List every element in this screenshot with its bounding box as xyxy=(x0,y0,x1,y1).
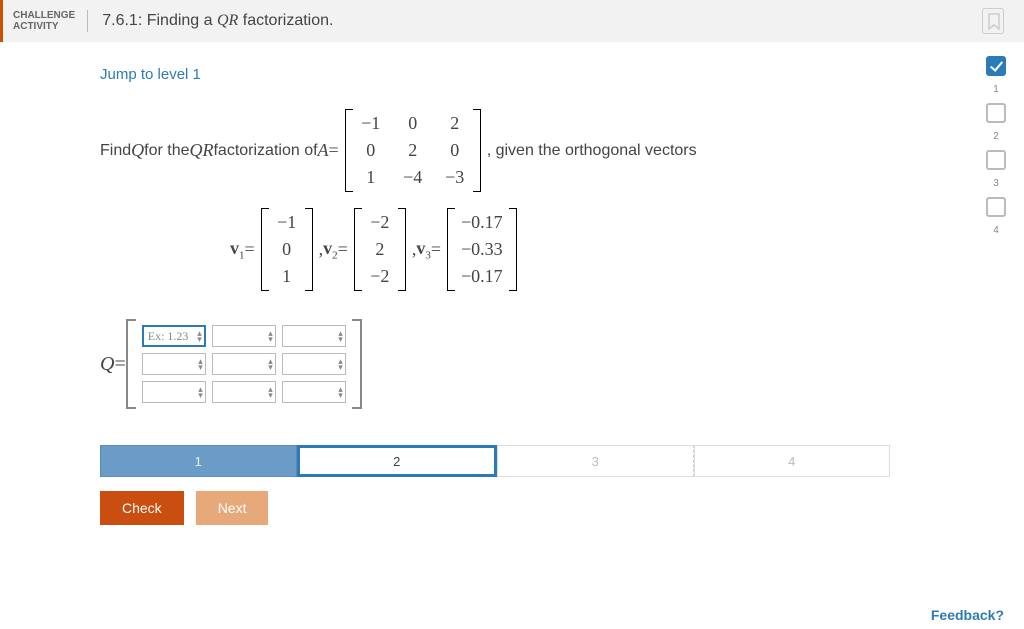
stepper-icon[interactable]: ▴▾ xyxy=(197,330,202,342)
vector-cell: 1 xyxy=(275,266,299,287)
tracker-step[interactable] xyxy=(986,197,1006,217)
progress-step[interactable]: 2 xyxy=(297,445,498,477)
vector-cell: −1 xyxy=(275,212,299,233)
title-qr: QR xyxy=(217,12,238,29)
prob-mid2: factorization of xyxy=(213,142,317,160)
matrix-cell: −3 xyxy=(443,167,467,188)
q-input-row: Q = Ex: 1.23▴▾▴▾▴▾▴▾▴▾▴▾▴▾▴▾▴▾ xyxy=(100,319,1024,409)
tracker-label: 2 xyxy=(993,131,999,142)
prob-prefix: Find xyxy=(100,142,131,160)
q-matrix-input[interactable]: ▴▾ xyxy=(282,353,346,375)
progress-step[interactable]: 3 xyxy=(497,445,694,477)
button-row: Check Next xyxy=(100,491,1024,525)
q-matrix-input[interactable]: ▴▾ xyxy=(282,381,346,403)
prob-A: A xyxy=(318,140,329,161)
jump-to-level-link[interactable]: Jump to level 1 xyxy=(100,66,201,83)
q-matrix-input[interactable]: Ex: 1.23▴▾ xyxy=(142,325,206,347)
matrix-cell: 2 xyxy=(401,140,425,161)
q-matrix-input[interactable]: ▴▾ xyxy=(212,353,276,375)
Q-input-matrix: Ex: 1.23▴▾▴▾▴▾▴▾▴▾▴▾▴▾▴▾▴▾ xyxy=(126,319,362,409)
title-suffix: factorization. xyxy=(238,12,333,29)
progress-step[interactable]: 4 xyxy=(694,445,891,477)
problem-statement: Find Q for the QR factorization of A = −… xyxy=(100,109,1024,192)
prob-suffix: , given the orthogonal vectors xyxy=(487,142,697,160)
stepper-icon[interactable]: ▴▾ xyxy=(268,330,273,342)
progress-bar: 1234 xyxy=(100,445,890,477)
activity-title: 7.6.1: Finding a QR factorization. xyxy=(88,12,333,30)
matrix-cell: 1 xyxy=(359,167,383,188)
feedback-link[interactable]: Feedback? xyxy=(931,607,1004,623)
vector-v3: −0.17 −0.33 −0.17 xyxy=(447,208,517,291)
q-matrix-input[interactable]: ▴▾ xyxy=(142,381,206,403)
stepper-icon[interactable]: ▴▾ xyxy=(268,386,273,398)
prob-mid1: for the xyxy=(144,142,189,160)
orthogonal-vectors: v1 = −101 , v2 = −22−2 , v3 = −0.17−0.33… xyxy=(230,208,1024,291)
q-matrix-input[interactable]: ▴▾ xyxy=(282,325,346,347)
badge-line1: CHALLENGE xyxy=(13,10,75,21)
next-button[interactable]: Next xyxy=(196,491,269,525)
matrix-cell: 0 xyxy=(443,140,467,161)
tracker-step[interactable] xyxy=(986,56,1006,76)
matrix-cell: −4 xyxy=(401,167,425,188)
title-prefix: Finding a xyxy=(147,12,217,29)
bookmark-icon[interactable] xyxy=(982,8,1004,34)
badge-line2: ACTIVITY xyxy=(13,21,75,32)
vector-cell: 0 xyxy=(275,239,299,260)
stepper-icon[interactable]: ▴▾ xyxy=(198,386,203,398)
stepper-icon[interactable]: ▴▾ xyxy=(338,358,343,370)
prob-eq: = xyxy=(329,140,339,161)
matrix-cell: 2 xyxy=(443,113,467,134)
v2-label: v2 xyxy=(323,238,338,262)
vector-cell: −2 xyxy=(368,212,392,233)
tracker-step[interactable] xyxy=(986,103,1006,123)
vector-cell: −0.17 xyxy=(461,266,503,287)
vector-cell: 2 xyxy=(368,239,392,260)
vector-v2: −2 2 −2 xyxy=(354,208,406,291)
Q-symbol: Q xyxy=(100,353,114,376)
prob-QR: QR xyxy=(189,140,213,161)
tracker-label: 4 xyxy=(993,225,999,236)
tracker-label: 3 xyxy=(993,178,999,189)
activity-number: 7.6.1: xyxy=(102,12,142,29)
q-matrix-input[interactable]: ▴▾ xyxy=(212,381,276,403)
vector-cell: −2 xyxy=(368,266,392,287)
vector-v1: −1 0 1 xyxy=(261,208,313,291)
progress-step[interactable]: 1 xyxy=(100,445,297,477)
tracker-step[interactable] xyxy=(986,150,1006,170)
tracker-label: 1 xyxy=(993,84,999,95)
stepper-icon[interactable]: ▴▾ xyxy=(198,358,203,370)
matrix-cell: 0 xyxy=(401,113,425,134)
activity-header: CHALLENGE ACTIVITY 7.6.1: Finding a QR f… xyxy=(0,0,1024,42)
q-matrix-input[interactable]: ▴▾ xyxy=(142,353,206,375)
stepper-icon[interactable]: ▴▾ xyxy=(268,358,273,370)
content-area: Jump to level 1 Find Q for the QR factor… xyxy=(0,42,1024,545)
q-matrix-input[interactable]: ▴▾ xyxy=(212,325,276,347)
v3-label: v3 xyxy=(416,238,431,262)
v1-label: v1 xyxy=(230,238,245,262)
Q-eq: = xyxy=(114,353,125,376)
matrix-cell: 0 xyxy=(359,140,383,161)
challenge-badge: CHALLENGE ACTIVITY xyxy=(3,10,88,32)
matrix-cell: −1 xyxy=(359,113,383,134)
step-tracker: 1 2 3 4 xyxy=(986,56,1006,236)
check-button[interactable]: Check xyxy=(100,491,184,525)
prob-Q: Q xyxy=(131,140,144,161)
vector-cell: −0.33 xyxy=(461,239,503,260)
matrix-A: −1020201−4−3 xyxy=(345,109,481,192)
vector-cell: −0.17 xyxy=(461,212,503,233)
stepper-icon[interactable]: ▴▾ xyxy=(338,330,343,342)
stepper-icon[interactable]: ▴▾ xyxy=(338,386,343,398)
